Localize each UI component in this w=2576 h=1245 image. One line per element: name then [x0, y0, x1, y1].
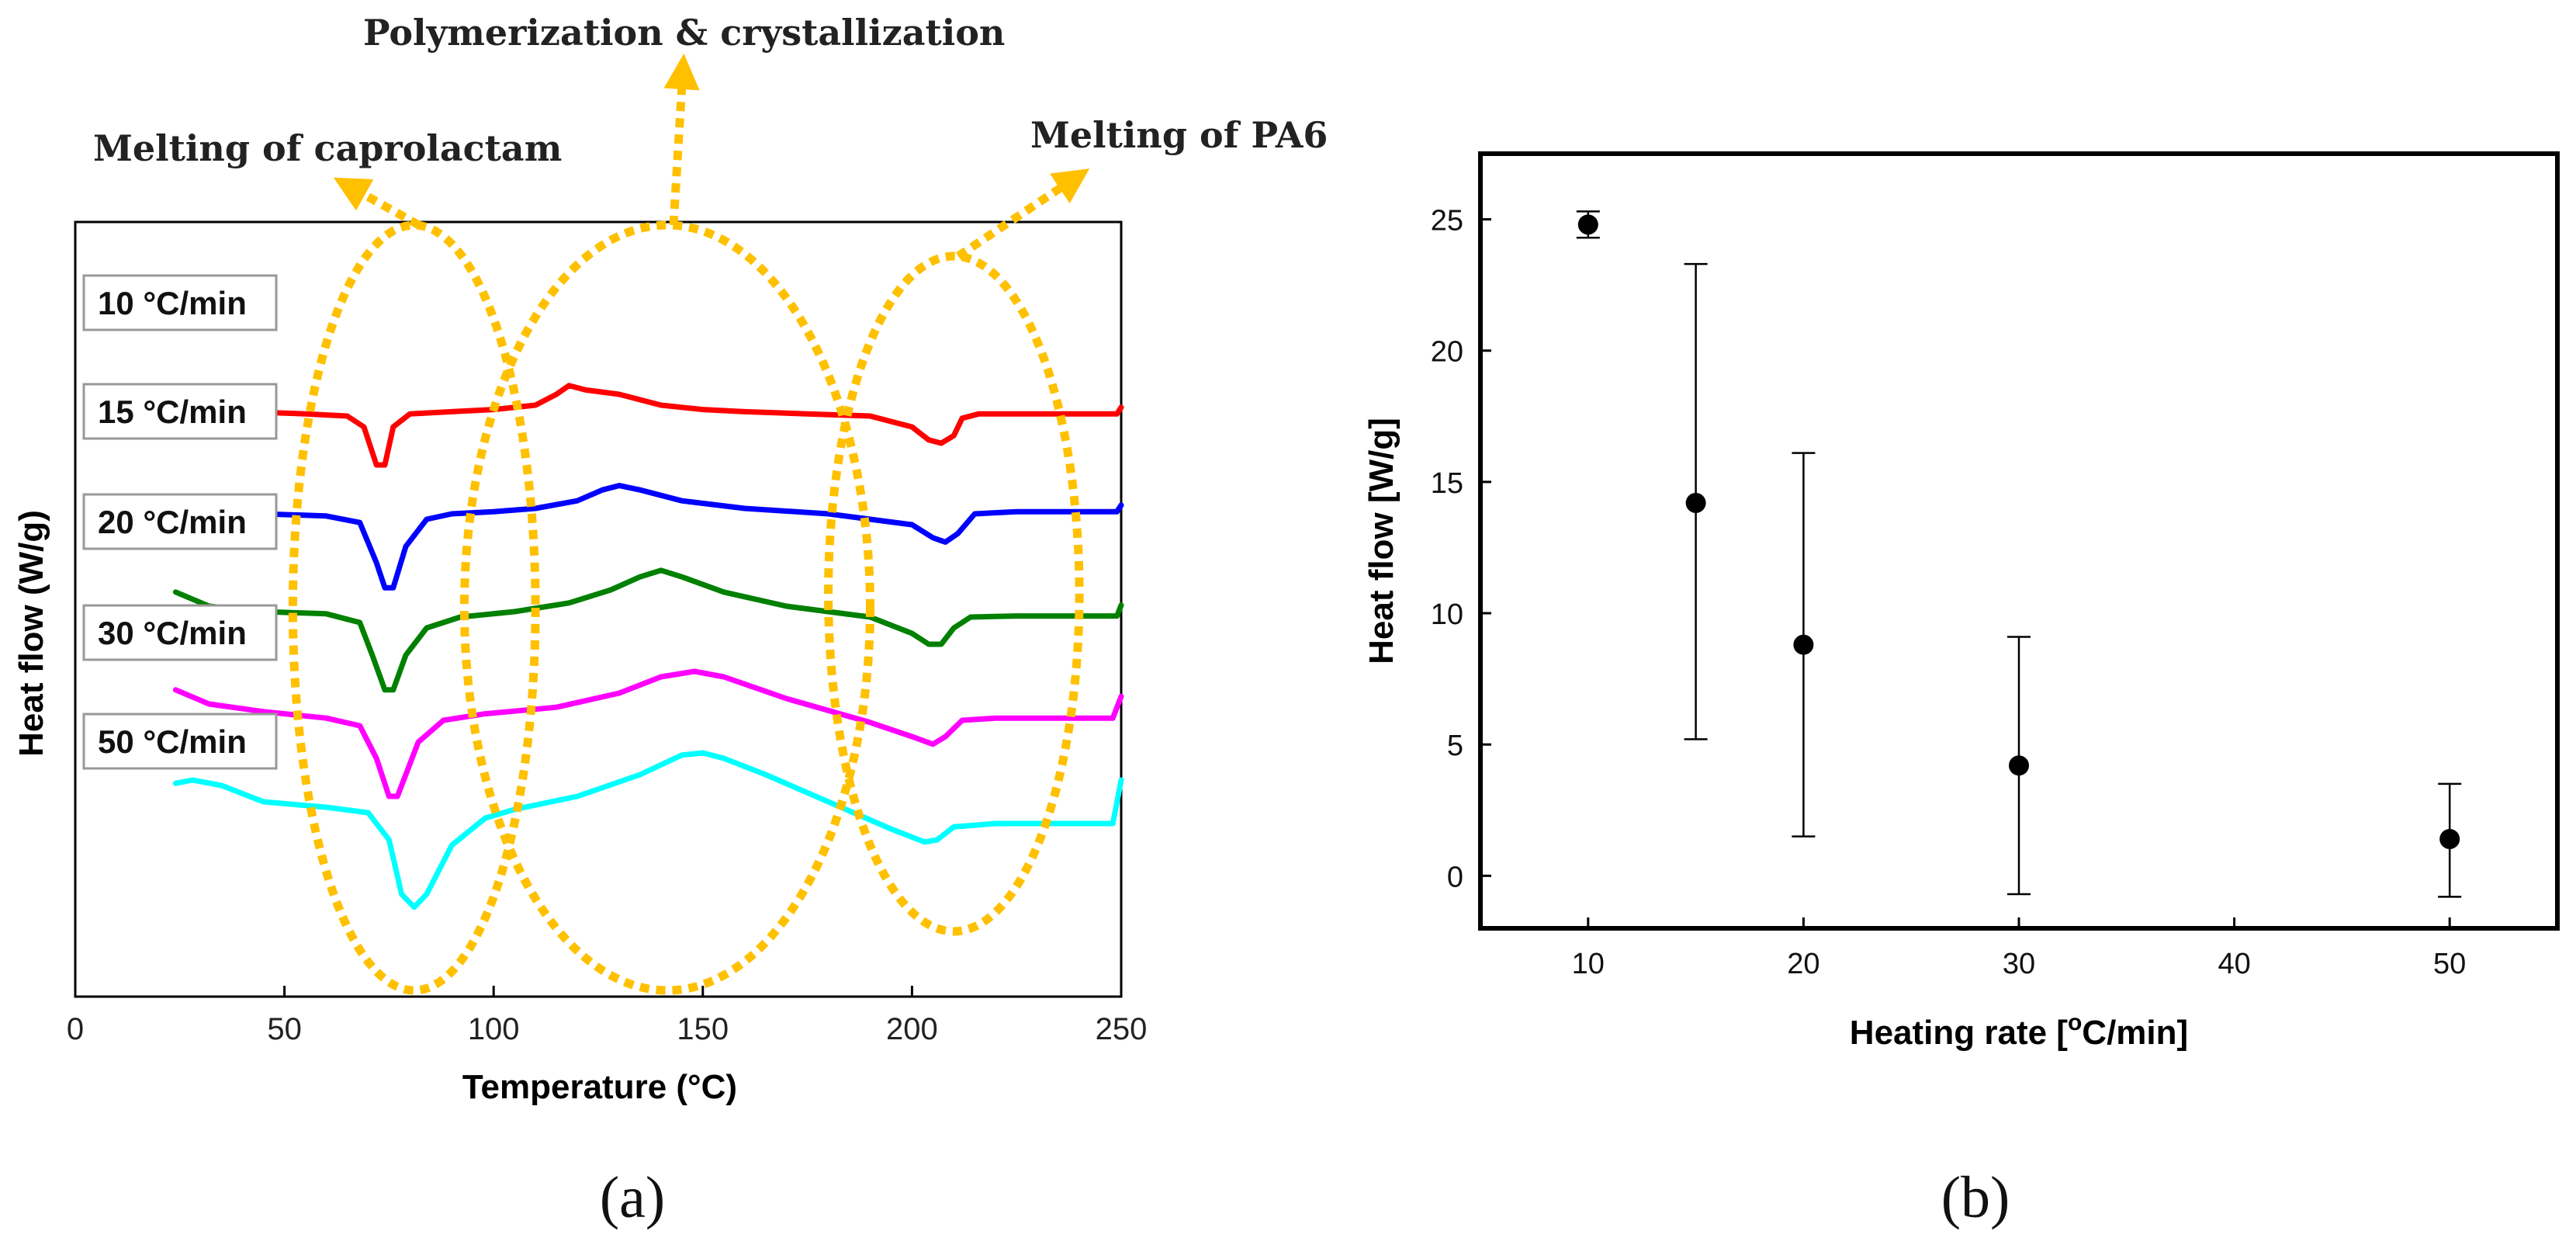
- panel-b-y-tick-label: 10: [1431, 598, 1463, 631]
- panel-a-x-tick-label: 150: [677, 1012, 729, 1046]
- panel-a-x-ticks: 0 50 100 150 200 250: [67, 986, 1148, 1046]
- panel-b-y-ticks: 0 5 10 15 20 25: [1431, 205, 1491, 893]
- panel-a-y-axis-label: Heat flow (W/g): [12, 510, 50, 757]
- panel-a-curves: [172, 383, 1124, 910]
- panel-a-x-tick-label: 0: [67, 1012, 84, 1046]
- panel-a-region-ellipse: [824, 251, 1084, 936]
- panel-a-series-curve: [172, 483, 1124, 591]
- arrow-polymerization: [663, 53, 700, 226]
- annotation-caprolactam: Melting of caprolactam: [93, 127, 562, 169]
- panel-a-region-ellipse: [459, 220, 874, 995]
- panel-b-x-tick-label: 50: [2433, 948, 2466, 980]
- panel-b-data-point: [1685, 492, 1706, 513]
- panel-a-legend-label: 50 °C/min: [98, 723, 247, 760]
- panel-a-dsc-chart: 0 50 100 150 200 250 Melting of caprolactam P…: [12, 12, 1328, 1230]
- panel-b-points: [1576, 210, 2462, 898]
- panel-b-label: (b): [1941, 1165, 2010, 1230]
- panel-a-region-ellipse: [288, 220, 540, 995]
- arrow-caprolactam: [333, 177, 421, 229]
- panel-b-x-ticks: 10 20 30 40 50: [1572, 917, 2466, 980]
- panel-a-series-curve: [172, 750, 1124, 910]
- panel-b-y-tick-label: 15: [1431, 467, 1463, 500]
- panel-b-data-point: [2009, 755, 2029, 776]
- panel-a-label: (a): [600, 1165, 665, 1230]
- annotation-polymerization: Polymerization & crystallization: [363, 12, 1005, 54]
- panel-a-legend-box: [82, 493, 278, 550]
- panel-a-legend-box: [82, 713, 278, 770]
- panel-a-series-curve: [172, 567, 1124, 693]
- arrow-pa6: [955, 168, 1090, 260]
- panel-b-data-point: [2439, 828, 2460, 849]
- x-label-degree: o: [2068, 1010, 2082, 1035]
- x-label-part-2: C/min]: [2082, 1014, 2188, 1052]
- panel-a-legend-label: 15 °C/min: [98, 394, 247, 430]
- panel-b-x-tick-label: 40: [2218, 948, 2250, 980]
- panel-a-series-curve: [172, 383, 1124, 468]
- panel-a-x-tick-label: 50: [267, 1012, 302, 1046]
- panel-a-series-curve: [172, 668, 1124, 799]
- panel-b-x-axis-label: Heating rate [oC/min]: [1850, 1010, 2188, 1052]
- panel-b-data-point: [1577, 214, 1598, 235]
- panel-a-x-tick-label: 250: [1096, 1012, 1148, 1046]
- panel-b-x-tick-label: 30: [2003, 948, 2035, 980]
- panel-b-y-tick-label: 5: [1447, 730, 1463, 762]
- panel-a-x-tick-label: 200: [886, 1012, 938, 1046]
- panel-a-legend-box: [82, 274, 278, 331]
- panel-a-legend-box: [82, 383, 278, 440]
- panel-a-x-tick-label: 100: [468, 1012, 520, 1046]
- panel-a-legend-label: 30 °C/min: [98, 615, 247, 651]
- panel-a-legend-label: 10 °C/min: [98, 285, 247, 321]
- panel-a-x-axis-label: Temperature (°C): [462, 1068, 737, 1106]
- panel-b-y-tick-label: 25: [1431, 205, 1463, 238]
- panel-b-y-axis-label: Heat flow [W/g]: [1362, 418, 1401, 664]
- panel-a-legend-box: [82, 604, 278, 661]
- panel-b-data-point: [1793, 634, 1814, 655]
- panel-b-heatflow-chart: 0 5 10 15 20 25 10 20 30 40 50 Heat flow [W/g] He…: [1362, 151, 2560, 1230]
- annotation-pa6: Melting of PA6: [1030, 114, 1328, 156]
- panel-b-y-tick-label: 0: [1447, 861, 1463, 893]
- panel-a-legend: 10 °C/min 15 °C/min 20 °C/min 30 °C/min 50 °…: [82, 274, 278, 770]
- x-label-part-1: Heating rate [: [1850, 1014, 2069, 1052]
- panel-b-x-tick-label: 10: [1572, 948, 1605, 980]
- panel-b-y-tick-label: 20: [1431, 336, 1463, 369]
- panel-a-legend-label: 20 °C/min: [98, 504, 247, 540]
- panel-a-ellipses: [288, 220, 1084, 995]
- panel-b-x-tick-label: 20: [1787, 948, 1819, 980]
